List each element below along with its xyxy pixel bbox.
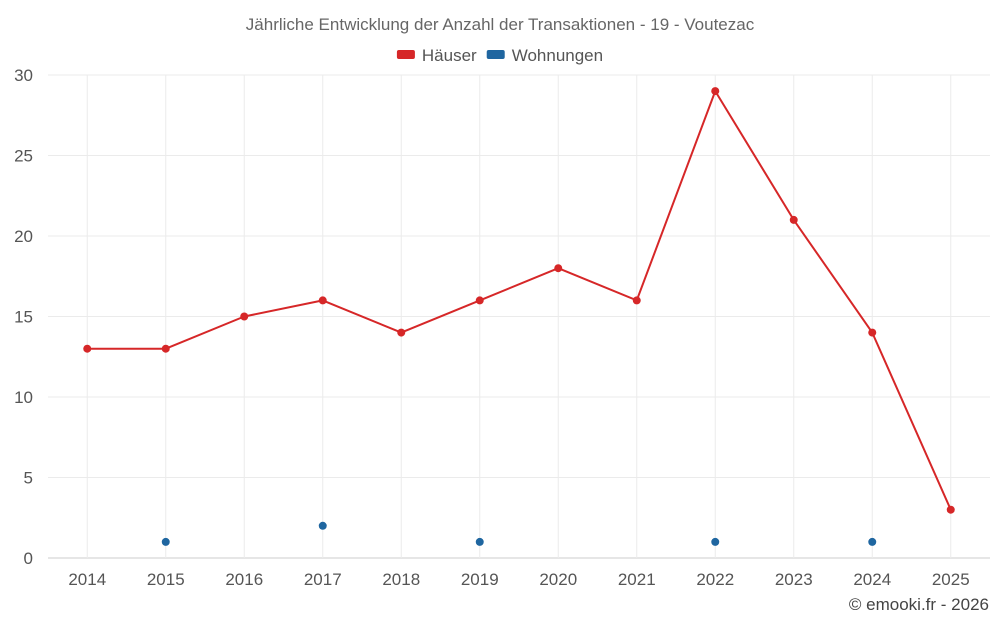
data-point[interactable] [789,215,798,224]
x-tick-label: 2019 [461,570,499,589]
x-tick-label: 2015 [147,570,185,589]
data-point[interactable] [318,521,327,530]
x-tick-label: 2024 [853,570,891,589]
y-axis: 0 5 10 15 20 25 30 [14,66,33,568]
legend-item[interactable]: Häuser [396,46,477,65]
credit-text: © emooki.fr - 2026 [849,595,989,614]
legend-swatch [486,50,505,59]
data-point[interactable] [711,87,720,96]
grid [48,74,990,559]
x-tick-label: 2016 [225,570,263,589]
legend-item[interactable]: Wohnungen [486,46,603,65]
series-wohnungen [161,521,877,546]
x-tick-label: 2020 [539,570,577,589]
x-axis: 2014 2015 2016 2017 2018 2019 2020 2021 2022 2023… [68,570,969,589]
data-point[interactable] [475,296,484,305]
legend-swatch [396,50,415,59]
series-group [83,87,955,546]
y-tick-label: 15 [14,308,33,327]
data-point[interactable] [83,344,92,353]
x-tick-label: 2021 [618,570,656,589]
data-point[interactable] [632,296,641,305]
data-point[interactable] [868,537,877,546]
data-point[interactable] [475,537,484,546]
data-point[interactable] [161,537,170,546]
data-point[interactable] [946,505,955,514]
x-tick-label: 2018 [382,570,420,589]
x-tick-label: 2014 [68,570,106,589]
data-point[interactable] [868,328,877,337]
x-tick-label: 2022 [696,570,734,589]
data-point[interactable] [711,537,720,546]
y-tick-label: 20 [14,227,33,246]
y-tick-label: 25 [14,147,33,166]
x-tick-label: 2025 [932,570,970,589]
data-point[interactable] [240,312,249,321]
y-tick-label: 10 [14,388,33,407]
legend-label: Häuser [422,46,477,65]
data-point[interactable] [554,264,563,273]
series-häuser [83,87,955,514]
legend-label: Wohnungen [512,46,603,65]
y-tick-label: 30 [14,66,33,85]
series-line [87,90,952,511]
x-tick-label: 2017 [304,570,342,589]
data-point[interactable] [161,344,170,353]
y-tick-label: 5 [24,469,33,488]
data-point[interactable] [397,328,406,337]
x-tick-label: 2023 [775,570,813,589]
y-tick-label: 0 [24,549,33,568]
data-point[interactable] [318,296,327,305]
chart-title: Jährliche Entwicklung der Anzahl der Tra… [246,15,755,34]
legend: Häuser Wohnungen [396,46,603,65]
